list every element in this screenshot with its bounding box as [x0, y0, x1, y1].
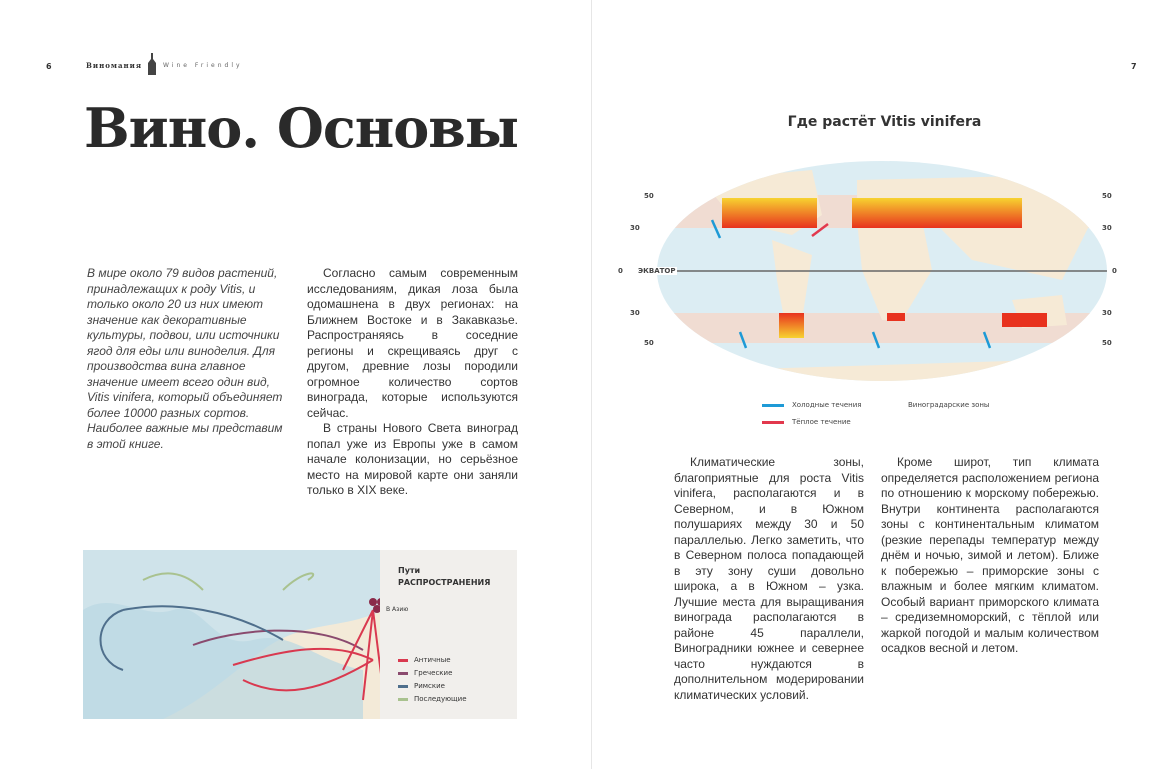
cold-current-arrow — [710, 219, 722, 239]
legend-label: Греческие — [414, 669, 453, 677]
latitude-label: 30 — [630, 224, 640, 232]
legend-item: Греческие — [398, 667, 467, 680]
spread-map-graphic — [83, 550, 385, 719]
map-title: Где растёт Vitis vinifera — [787, 114, 982, 130]
left-page: 6 Виномания Wine Friendly Вино. Основы В… — [46, 53, 519, 719]
body-paragraph: Согласно самым современным исследованиям… — [307, 266, 518, 420]
body-text: Согласно самым современным исследованиям… — [307, 266, 518, 499]
legend-warm: Тёплое течение — [762, 418, 851, 426]
vine-zone — [779, 313, 804, 338]
vine-zone — [1002, 313, 1047, 327]
body-right: Кроме широт, тип климата определяется ра… — [881, 455, 1099, 657]
legend-item: Римские — [398, 680, 467, 693]
world-map — [657, 161, 1107, 381]
vine-zone — [722, 198, 817, 228]
latitude-label: 50 — [1102, 339, 1112, 347]
running-head: Виномания — [86, 61, 143, 70]
legend-label: Римские — [414, 682, 445, 690]
latitude-label: 30 — [1102, 224, 1112, 232]
body-paragraph: В страны Нового Света виноград попал уже… — [307, 421, 518, 497]
legend-zones-label: Виноградарские зоны — [908, 401, 990, 409]
cold-current-arrow — [982, 331, 992, 349]
legend-label: Холодные течения — [792, 401, 862, 409]
legend-item: Последующие — [398, 693, 467, 706]
latitude-label: 30 — [630, 309, 640, 317]
latitude-label: 0 — [618, 267, 623, 275]
body-paragraph: Климатические зоны, благоприятные для ро… — [674, 455, 864, 702]
arrow-icon — [398, 698, 408, 701]
arrow-icon — [398, 672, 408, 675]
cold-arrow-icon — [762, 403, 784, 407]
intro-paragraph: В мире около 79 видов растений, принадле… — [87, 266, 283, 451]
cold-current-arrow — [738, 331, 748, 349]
warm-arrow-icon — [762, 420, 784, 424]
legend-label: Тёплое течение — [792, 418, 851, 426]
equator-label: ЭКВАТОР — [636, 267, 678, 275]
page-title: Вино. Основы — [84, 96, 519, 160]
page-number: 6 — [46, 62, 52, 71]
vine-zone — [887, 313, 905, 321]
legend-title: Пути — [398, 566, 421, 575]
asia-label: В Азию — [386, 606, 409, 613]
legend-label: Античные — [414, 656, 451, 664]
warm-current-arrow — [811, 223, 829, 237]
arrow-icon — [398, 685, 408, 688]
latitude-label: 0 — [1112, 267, 1117, 275]
wine-bottle-logo-icon — [148, 53, 156, 75]
latitude-label: 50 — [1102, 192, 1112, 200]
latitude-label: 50 — [644, 192, 654, 200]
body-paragraph: Кроме широт, тип климата определяется ра… — [881, 455, 1099, 655]
spread-legend-panel: Пути распространения В Азию Античные Гре… — [380, 550, 517, 719]
page-number: 7 — [1131, 62, 1137, 71]
legend-title: распространения — [398, 578, 491, 587]
running-subhead: Wine Friendly — [163, 62, 243, 69]
right-page: 7 Где растёт Vitis vinifera — [591, 0, 1176, 769]
legend-item: Античные — [398, 654, 467, 667]
spread-map: Пути распространения В Азию Античные Гре… — [83, 550, 517, 719]
legend-cold: Холодные течения — [762, 401, 861, 409]
legend-label: Последующие — [414, 695, 467, 703]
arrow-icon — [398, 659, 408, 662]
latitude-label: 30 — [1102, 309, 1112, 317]
routes-legend: Античные Греческие Римские Последующие — [398, 654, 467, 706]
cold-current-arrow — [871, 331, 881, 349]
latitude-label: 50 — [644, 339, 654, 347]
body-left: Климатические зоны, благоприятные для ро… — [674, 455, 864, 703]
vine-zone — [852, 198, 1022, 228]
